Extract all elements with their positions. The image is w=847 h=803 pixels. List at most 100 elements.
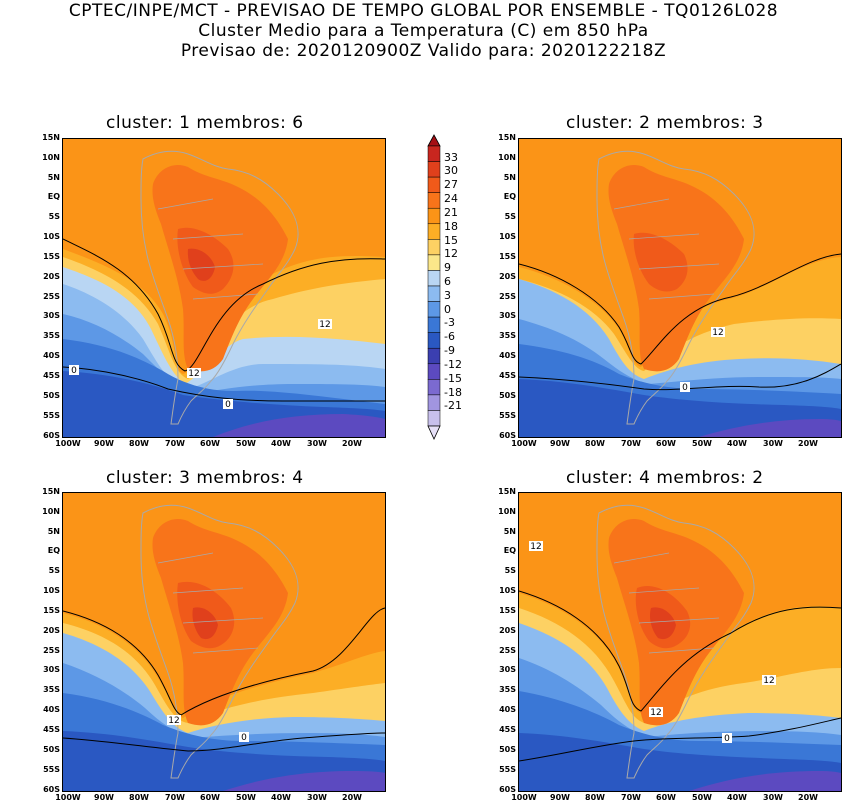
contour-label: 0 (724, 734, 730, 744)
lat-tick-label: 45S (43, 725, 60, 734)
lon-tick-label: 100W (511, 439, 537, 448)
lon-tick-label: 100W (511, 793, 537, 802)
colorbar-bottom-arrow (427, 425, 441, 440)
lat-tick-label: 50S (499, 391, 516, 400)
lat-tick-label: 5N (503, 527, 516, 536)
lon-tick-label: 80W (129, 439, 149, 448)
lat-tick-label: 15S (499, 252, 516, 261)
lon-tick-label: 20W (798, 793, 818, 802)
lat-tick-label: 30S (43, 665, 60, 674)
colorbar-swatch (427, 410, 441, 427)
lat-tick-label: 15S (499, 606, 516, 615)
lat-tick-label: 20S (43, 272, 60, 281)
lon-tick-label: 50W (236, 793, 256, 802)
lon-tick-label: 100W (55, 439, 81, 448)
lat-tick-label: 40S (43, 705, 60, 714)
lon-tick-label: 40W (727, 439, 747, 448)
lat-tick-label: 10N (498, 153, 516, 162)
contour-label: 12 (763, 676, 774, 686)
colorbar-scale (427, 134, 441, 440)
lon-axis: 100W 90W 80W 70W 60W 50W 40W 30W 20W (55, 793, 384, 803)
colorbar-top-arrow (427, 134, 441, 147)
lat-tick-label: 15N (498, 487, 516, 496)
colorbar-tick-label: 21 (444, 205, 458, 219)
lat-tick-label: 10S (499, 586, 516, 595)
lat-axis: 15N 10N 5N EQ 5S 10S 15S 20S 25S 30S 35S… (32, 488, 60, 794)
lat-tick-label: 15N (42, 133, 60, 142)
colorbar-swatch (427, 161, 441, 178)
lon-tick-label: 30W (307, 439, 327, 448)
lon-tick-label: 70W (621, 793, 641, 802)
lat-tick-label: 10S (43, 586, 60, 595)
lat-tick-label: 25S (499, 646, 516, 655)
lat-tick-label: 25S (43, 292, 60, 301)
contour-label: 0 (71, 366, 77, 376)
lat-tick-label: 20S (499, 272, 516, 281)
lat-tick-label: 55S (43, 411, 60, 420)
temperature-map: 12 12 12 0 (519, 493, 841, 791)
lon-tick-label: 60W (656, 793, 676, 802)
contour-label: 0 (682, 383, 688, 393)
lon-tick-label: 50W (692, 793, 712, 802)
colorbar-tick-label: -21 (444, 399, 462, 413)
lat-tick-label: 40S (499, 351, 516, 360)
lat-tick-label: 10S (499, 232, 516, 241)
lon-tick-label: 60W (656, 439, 676, 448)
contour-label: 12 (168, 716, 179, 726)
lat-tick-label: 60S (499, 431, 516, 440)
lat-tick-label: 50S (43, 391, 60, 400)
lat-tick-label: 40S (499, 705, 516, 714)
colorbar-swatch (427, 394, 441, 411)
lat-tick-label: 5N (47, 527, 60, 536)
lon-tick-label: 70W (165, 439, 185, 448)
panel-title: cluster: 4 membros: 2 (566, 468, 764, 488)
lon-tick-label: 80W (585, 439, 605, 448)
lat-tick-label: 50S (499, 745, 516, 754)
lat-tick-label: EQ (47, 546, 60, 555)
lat-tick-label: 55S (499, 411, 516, 420)
panel-title: cluster: 1 membros: 6 (106, 113, 304, 133)
colorbar-tick-label: 15 (444, 233, 458, 247)
colorbar-swatch (427, 254, 441, 271)
colorbar-swatch (427, 316, 441, 333)
lat-tick-label: 15S (43, 252, 60, 261)
lat-tick-label: 35S (43, 331, 60, 340)
lat-tick-label: 50S (43, 745, 60, 754)
lat-tick-label: 30S (499, 665, 516, 674)
lon-tick-label: 90W (94, 439, 114, 448)
lat-tick-label: 45S (499, 725, 516, 734)
colorbar-tick-label: 3 (444, 288, 451, 302)
title-line-1: CPTEC/INPE/MCT - PREVISAO DE TEMPO GLOBA… (68, 1, 779, 21)
lon-tick-label: 30W (763, 439, 783, 448)
lon-tick-label: 30W (763, 793, 783, 802)
title-line-3: Previsao de: 2020120900Z Valido para: 20… (180, 41, 667, 61)
lon-tick-label: 70W (621, 439, 641, 448)
colorbar-tick-label: 12 (444, 247, 458, 261)
colorbar-swatch (427, 270, 441, 287)
lat-tick-label: 15N (42, 487, 60, 496)
colorbar-tick-label: 18 (444, 219, 458, 233)
contour-label: 12 (319, 320, 330, 330)
colorbar-tick-label: 27 (444, 178, 458, 192)
colorbar: 33 30 27 24 21 18 15 12 9 6 3 0 -3 -6 -9 -12 -15 -18 -21 (424, 133, 484, 443)
temperature-map: 12 0 (519, 139, 841, 437)
colorbar-swatch (427, 223, 441, 240)
title-line-2: Cluster Medio para a Temperatura (C) em … (198, 21, 649, 41)
colorbar-tick-label: 24 (444, 192, 458, 206)
colorbar-tick-label: 0 (444, 302, 451, 316)
lon-tick-label: 40W (271, 793, 291, 802)
lat-tick-label: 15N (498, 133, 516, 142)
colorbar-swatch (427, 347, 441, 365)
lon-tick-label: 20W (342, 793, 362, 802)
colorbar-tick-label: -9 (444, 344, 455, 358)
lon-tick-label: 90W (550, 439, 570, 448)
lat-tick-label: 40S (43, 351, 60, 360)
lat-tick-label: 10S (43, 232, 60, 241)
colorbar-tick-label: 33 (444, 150, 458, 164)
lat-tick-label: 5N (47, 173, 60, 182)
lat-axis: 15N 10N 5N EQ 5S 10S 15S 20S 25S 30S 35S… (32, 134, 60, 440)
lon-axis: 100W 90W 80W 70W 60W 50W 40W 30W 20W (55, 439, 384, 450)
map-area: 12 0 (518, 138, 842, 438)
panel-title: cluster: 3 membros: 4 (106, 468, 304, 488)
lat-tick-label: 5S (504, 566, 516, 575)
